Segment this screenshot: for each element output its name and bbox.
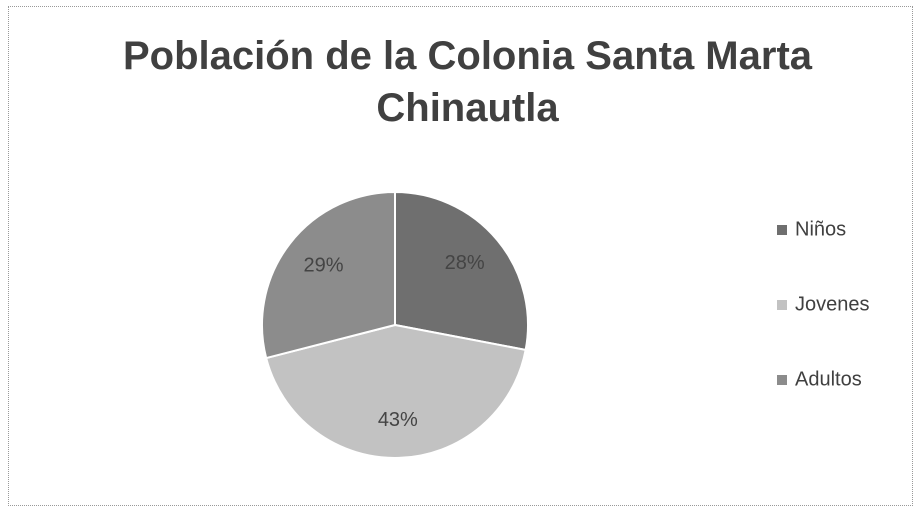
legend-swatch (777, 300, 787, 310)
legend-label: Adultos (795, 368, 862, 390)
chart-title: Población de la Colonia Santa Marta Chin… (122, 34, 813, 130)
data-label: 43% (378, 409, 418, 431)
chart-frame (8, 6, 913, 506)
pie-slice (261, 190, 396, 360)
legend-swatch (777, 375, 787, 385)
legend-label: Jovenes (795, 293, 870, 315)
pie-slice (394, 190, 529, 352)
data-label: 28% (445, 252, 485, 274)
legend-swatch (777, 225, 787, 235)
pie-slice (264, 323, 527, 459)
data-label: 29% (304, 255, 344, 277)
legend-label: Niños (795, 218, 846, 240)
